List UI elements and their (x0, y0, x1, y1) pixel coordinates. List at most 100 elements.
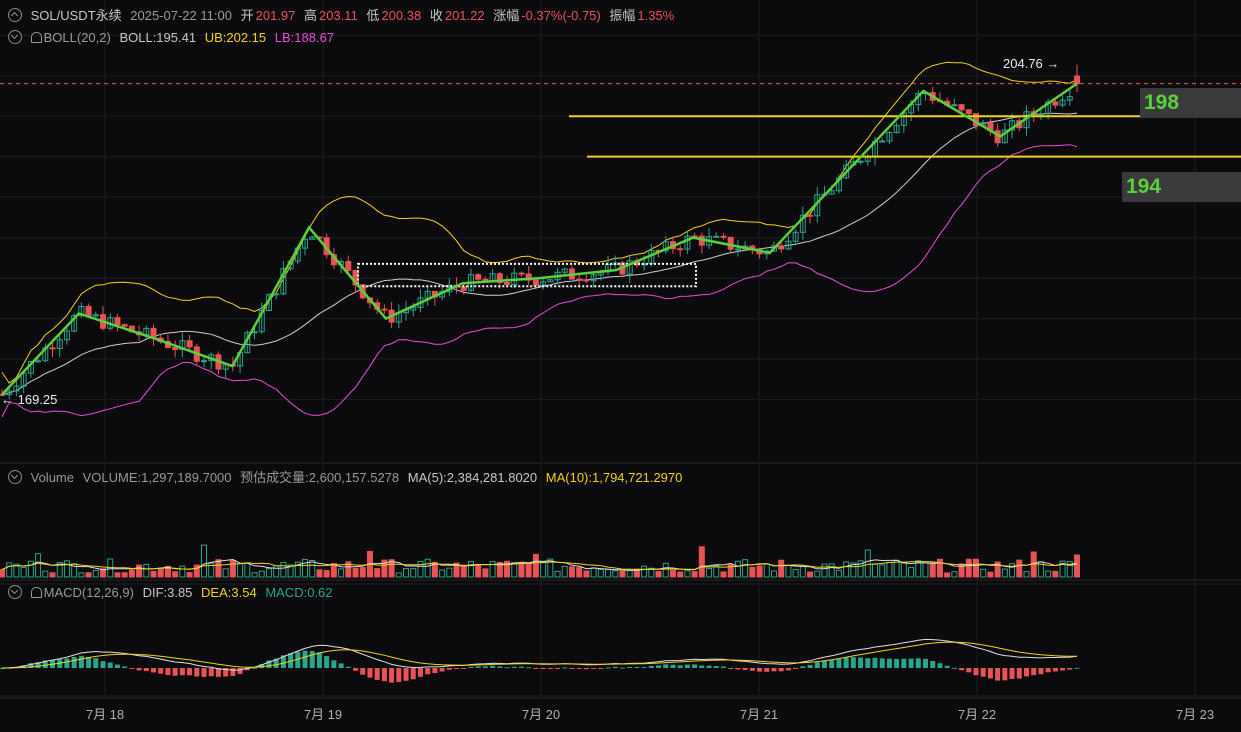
macd-histogram-bar (879, 658, 885, 668)
volume-bar (121, 572, 128, 578)
macd-histogram-bar (259, 664, 265, 668)
candle-body (475, 274, 482, 280)
volume-bar (208, 562, 215, 578)
volume-bar (395, 572, 402, 578)
macd-histogram-bar (316, 652, 322, 668)
macd-histogram-bar (771, 668, 777, 672)
candle-body (518, 272, 525, 275)
volume-bar (1066, 561, 1073, 578)
boll-ub-value: UB:202.15 (204, 30, 267, 45)
trend-zigzag-line (1, 82, 1078, 396)
volume-bar (164, 565, 171, 578)
macd-histogram-bar (223, 668, 229, 677)
volume-value: VOLUME:1,297,189.7000 (82, 470, 232, 485)
close-label: 收 (429, 8, 443, 23)
volume-bar (850, 562, 857, 578)
candle-body (13, 385, 20, 392)
macd-histogram-bar (446, 668, 452, 670)
macd-histogram-bar (562, 667, 568, 669)
macd-header: MACD(12,26,9) DIF:3.85 DEA:3.54 MACD:0.6… (8, 584, 338, 602)
candle-body (576, 278, 583, 281)
macd-histogram-bar (461, 668, 467, 669)
boll-lb-value: LB:188.67 (274, 30, 335, 45)
macd-histogram-bar (670, 664, 676, 668)
macd-histogram-bar (504, 667, 510, 669)
volume-bar (835, 569, 842, 578)
macd-histogram-bar (540, 668, 546, 669)
macd-histogram-bar (648, 665, 654, 668)
macd-histogram-bar (396, 668, 402, 682)
macd-histogram-bar (555, 668, 561, 669)
macd-histogram-bar (381, 668, 387, 682)
volume-bar (482, 568, 489, 578)
candle-body (532, 279, 539, 286)
macd-histogram-bar (475, 666, 481, 668)
macd-histogram-bar (872, 657, 878, 668)
volume-bar (309, 559, 316, 578)
macd-name: MACD(12,26,9) (43, 585, 134, 600)
macd-histogram-bar (937, 663, 943, 668)
macd-histogram-bar (454, 668, 460, 669)
macd-histogram-bar (490, 665, 496, 668)
macd-histogram-bar (165, 668, 171, 675)
macd-histogram-bar (194, 668, 200, 677)
volume-name: Volume (30, 470, 74, 485)
candle-body (460, 286, 467, 291)
macd-histogram-bar (302, 650, 308, 668)
macd-histogram-bar (172, 668, 178, 676)
candle-body (857, 160, 864, 163)
volume-bar (20, 566, 27, 578)
candle-body (662, 241, 669, 252)
volume-bar (13, 563, 20, 578)
macd-histogram-bar (605, 667, 611, 669)
symbol-label: SOL/USDT永续 (30, 8, 122, 23)
low-label: 低 (366, 8, 380, 23)
macd-histogram-bar (728, 668, 734, 669)
volume-bar (280, 561, 287, 578)
macd-histogram-bar (901, 658, 907, 668)
volume-bar (684, 570, 691, 578)
volume-bar (179, 565, 186, 578)
macd-histogram-bar (129, 668, 135, 669)
collapse-chevron-icon[interactable] (8, 470, 22, 484)
macd-histogram-bar (778, 668, 784, 672)
volume-bar (742, 559, 749, 578)
volume-bar (229, 560, 236, 578)
macd-histogram-bar (324, 656, 330, 668)
macd-value: MACD:0.62 (265, 585, 333, 600)
volume-bar (410, 568, 417, 578)
volume-bar (374, 568, 381, 578)
macd-histogram-bar (439, 668, 445, 672)
volume-bar (756, 565, 763, 578)
macd-histogram-bar (547, 668, 553, 669)
macd-histogram-bar (526, 667, 532, 669)
macd-histogram-bar (1074, 667, 1080, 669)
high-label: 高 (303, 8, 317, 23)
volume-bar (814, 570, 821, 578)
macd-histogram-bar (331, 660, 337, 668)
alert-bell-icon[interactable] (30, 587, 42, 598)
collapse-chevron-icon[interactable] (8, 30, 22, 44)
x-tick-label: 7月 21 (739, 707, 779, 722)
volume-bar (1059, 560, 1066, 578)
macd-histogram-bar (518, 666, 524, 668)
collapse-chevron-icon[interactable] (8, 585, 22, 599)
ohlc-header: SOL/USDT永续 2025-07-22 11:00 开 201.97 高 203… (8, 7, 679, 25)
macd-histogram-bar (86, 656, 92, 668)
macd-histogram-bar (865, 658, 871, 668)
x-tick-label: 7月 19 (303, 707, 343, 722)
volume-bar (294, 561, 301, 578)
volume-bar (518, 562, 525, 578)
alert-bell-icon[interactable] (30, 32, 42, 43)
candle-body (6, 390, 13, 396)
candle-body (56, 339, 63, 350)
macd-histogram-bar (1052, 668, 1058, 672)
volume-bar (547, 558, 554, 578)
low-value: 200.38 (381, 8, 422, 23)
macd-histogram-bar (100, 661, 106, 668)
volume-bar (583, 570, 590, 578)
volume-ma10-line (1, 561, 1078, 571)
volume-bar (532, 553, 539, 578)
collapse-chevron-icon[interactable] (8, 8, 22, 22)
